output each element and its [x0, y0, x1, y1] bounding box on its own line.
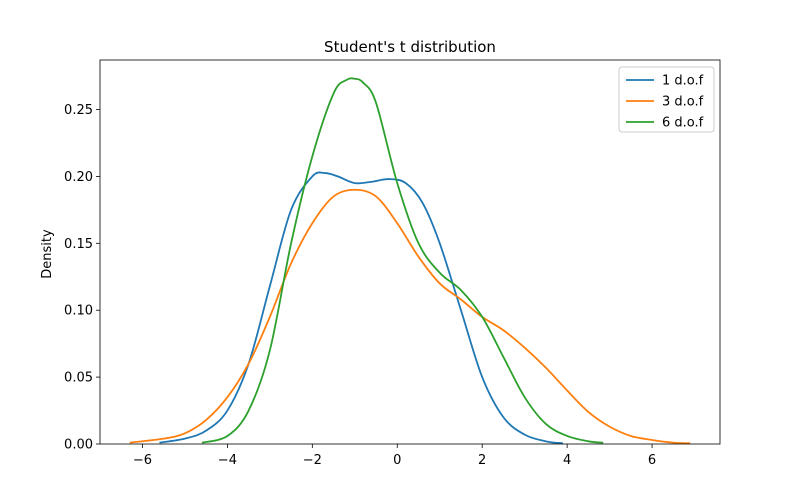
y-tick-label: 0.25 — [64, 103, 93, 118]
x-tick-label: 0 — [393, 453, 401, 468]
legend: 1 d.o.f 3 d.o.f 6 d.o.f — [618, 66, 715, 133]
series-layer — [129, 77, 691, 445]
x-tick-label: −2 — [303, 453, 322, 468]
y-axis-ticks: 0.00 0.05 0.10 0.15 0.20 0.25 — [64, 103, 100, 453]
x-tick-label: 4 — [563, 453, 571, 468]
legend-box — [618, 66, 715, 133]
x-tick-label: −4 — [218, 453, 237, 468]
plot-frame — [99, 59, 721, 445]
y-axis-label: Density — [40, 229, 55, 279]
legend-label: 3 d.o.f — [662, 95, 704, 110]
legend-label: 1 d.o.f — [662, 74, 704, 89]
y-tick-label: 0.15 — [64, 237, 93, 252]
series-line-3 — [201, 77, 604, 444]
x-tick-label: −6 — [133, 453, 152, 468]
series-line-1 — [159, 171, 563, 445]
chart-title: Student's t distribution — [324, 38, 496, 56]
x-axis-ticks: −6 −4 −2 0 2 4 6 — [133, 444, 656, 468]
series-line-2 — [129, 188, 691, 445]
legend-label: 6 d.o.f — [662, 116, 704, 131]
y-tick-label: 0.05 — [64, 371, 93, 386]
y-tick-label: 0.00 — [64, 438, 93, 453]
x-tick-label: 6 — [648, 453, 656, 468]
y-tick-label: 0.10 — [64, 304, 93, 319]
x-tick-label: 2 — [478, 453, 486, 468]
y-tick-label: 0.20 — [64, 170, 93, 185]
